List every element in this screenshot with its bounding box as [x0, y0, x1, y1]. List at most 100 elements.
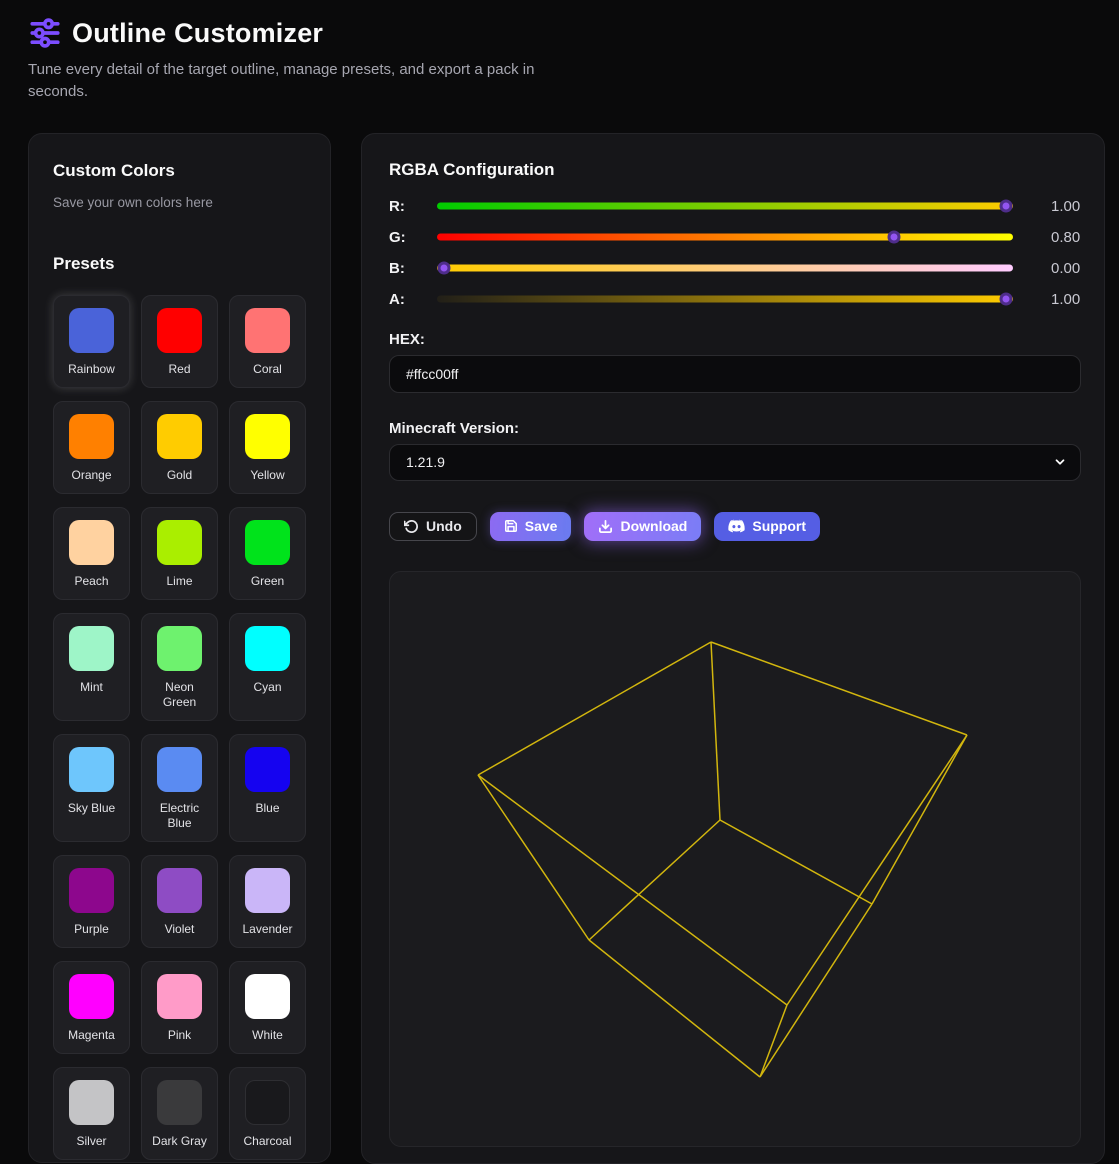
rgba-sliders: R: 1.00 G: 0.80 B: 0.00 A: 1.00: [389, 191, 1081, 315]
preset-label: Orange: [71, 467, 112, 482]
slider-value: 0.80: [1051, 228, 1081, 246]
preset-card-blue[interactable]: Blue: [229, 733, 306, 842]
slider-track[interactable]: [437, 227, 1013, 247]
preset-label: Peach: [74, 573, 109, 588]
download-button-label: Download: [620, 518, 688, 534]
color-swatch: [157, 973, 202, 1019]
color-swatch: [157, 625, 202, 671]
preset-grid: Rainbow Red Coral Orange Gold Yellow Peach Lime…: [53, 294, 306, 1160]
preset-label: Dark Gray: [152, 1133, 207, 1148]
color-swatch: [157, 307, 202, 353]
preset-card-lavender[interactable]: Lavender: [229, 854, 306, 948]
color-swatch: [157, 519, 202, 565]
color-swatch: [245, 413, 290, 459]
color-swatch: [245, 746, 290, 792]
preset-label: Sky Blue: [67, 800, 116, 815]
preset-label: Charcoal: [243, 1133, 292, 1148]
slider-row-g: G: 0.80: [389, 222, 1081, 253]
undo-button-label: Undo: [426, 518, 462, 534]
download-icon: [598, 519, 613, 534]
cube-edge-L-LR: [477, 773, 788, 1006]
color-swatch: [245, 519, 290, 565]
preset-label: Mint: [80, 679, 103, 694]
cube-edge-L-LC: [477, 774, 590, 940]
preset-card-green[interactable]: Green: [229, 506, 306, 600]
color-swatch: [245, 307, 290, 353]
color-swatch: [157, 1079, 202, 1125]
color-swatch: [157, 746, 202, 792]
preset-card-peach[interactable]: Peach: [53, 506, 130, 600]
custom-colors-heading: Custom Colors: [53, 160, 175, 180]
preset-card-dark-gray[interactable]: Dark Gray: [141, 1066, 218, 1160]
presets-sidebar: Custom Colors Save your own colors here …: [28, 132, 331, 1163]
slider-row-b: B: 0.00: [389, 253, 1081, 284]
preset-card-white[interactable]: White: [229, 960, 306, 1054]
preset-card-violet[interactable]: Violet: [141, 854, 218, 948]
color-swatch: [245, 973, 290, 1019]
slider-thumb[interactable]: [887, 230, 901, 244]
support-button[interactable]: Support: [714, 511, 821, 541]
cube-edge-RC-B: [759, 903, 873, 1077]
preset-label: Green: [250, 573, 285, 588]
preset-card-purple[interactable]: Purple: [53, 854, 130, 948]
preset-card-magenta[interactable]: Magenta: [53, 960, 130, 1054]
cube-edge-C-RC: [719, 818, 873, 905]
preset-card-electric-blue[interactable]: Electric Blue: [141, 733, 218, 842]
color-swatch: [69, 519, 114, 565]
download-button[interactable]: Download: [584, 511, 702, 541]
preset-card-rainbow[interactable]: Rainbow: [53, 294, 130, 388]
color-swatch: [69, 973, 114, 1019]
hex-label: HEX:: [389, 330, 425, 348]
color-swatch: [245, 625, 290, 671]
preset-card-lime[interactable]: Lime: [141, 506, 218, 600]
hex-input[interactable]: [389, 354, 1081, 393]
wireframe-cube: [477, 640, 968, 1078]
preset-card-red[interactable]: Red: [141, 294, 218, 388]
discord-icon: [728, 519, 746, 533]
slider-thumb[interactable]: [999, 292, 1013, 306]
preset-card-cyan[interactable]: Cyan: [229, 612, 306, 721]
preset-card-yellow[interactable]: Yellow: [229, 400, 306, 494]
cube-edge-C-LC: [588, 818, 721, 941]
preset-card-silver[interactable]: Silver: [53, 1066, 130, 1160]
slider-row-a: A: 1.00: [389, 284, 1081, 315]
undo-button[interactable]: Undo: [389, 511, 477, 541]
cube-edge-R-RC: [871, 734, 968, 904]
configuration-panel: RGBA Configuration R: 1.00 G: 0.80 B: 0.00 A: 1…: [361, 132, 1105, 1164]
slider-row-r: R: 1.00: [389, 191, 1081, 222]
minecraft-version-select[interactable]: 1.21.9: [389, 443, 1081, 481]
preset-label: Neon Green: [162, 679, 197, 709]
preset-card-charcoal[interactable]: Charcoal: [229, 1066, 306, 1160]
preset-label: Magenta: [68, 1027, 115, 1042]
color-swatch: [157, 413, 202, 459]
preset-card-pink[interactable]: Pink: [141, 960, 218, 1054]
preset-card-gold[interactable]: Gold: [141, 400, 218, 494]
preset-label: Silver: [76, 1133, 107, 1148]
slider-track-fill: [437, 264, 1013, 272]
preset-card-neon-green[interactable]: Neon Green: [141, 612, 218, 721]
slider-track[interactable]: [437, 258, 1013, 278]
content-row: Custom Colors Save your own colors here …: [28, 132, 1105, 1164]
preset-label: Lime: [166, 573, 193, 588]
save-button-label: Save: [524, 518, 558, 534]
save-button[interactable]: Save: [489, 511, 572, 541]
outline-preview-panel[interactable]: [389, 570, 1081, 1147]
preset-card-orange[interactable]: Orange: [53, 400, 130, 494]
slider-track-fill: [437, 233, 1013, 241]
slider-thumb[interactable]: [437, 261, 451, 275]
custom-colors-subtitle: Save your own colors here: [53, 194, 213, 210]
color-swatch: [245, 867, 290, 913]
slider-value: 0.00: [1051, 259, 1081, 277]
preset-card-coral[interactable]: Coral: [229, 294, 306, 388]
color-swatch: [245, 1079, 290, 1125]
preset-card-sky-blue[interactable]: Sky Blue: [53, 733, 130, 842]
page-subtitle: Tune every detail of the target outline,…: [28, 61, 535, 100]
support-button-label: Support: [752, 518, 807, 534]
slider-track[interactable]: [437, 196, 1013, 216]
slider-track[interactable]: [437, 289, 1013, 309]
preset-label: Cyan: [253, 679, 282, 694]
sliders-icon: [28, 16, 62, 50]
preset-label: Blue: [255, 800, 280, 815]
slider-thumb[interactable]: [999, 199, 1013, 213]
preset-card-mint[interactable]: Mint: [53, 612, 130, 721]
